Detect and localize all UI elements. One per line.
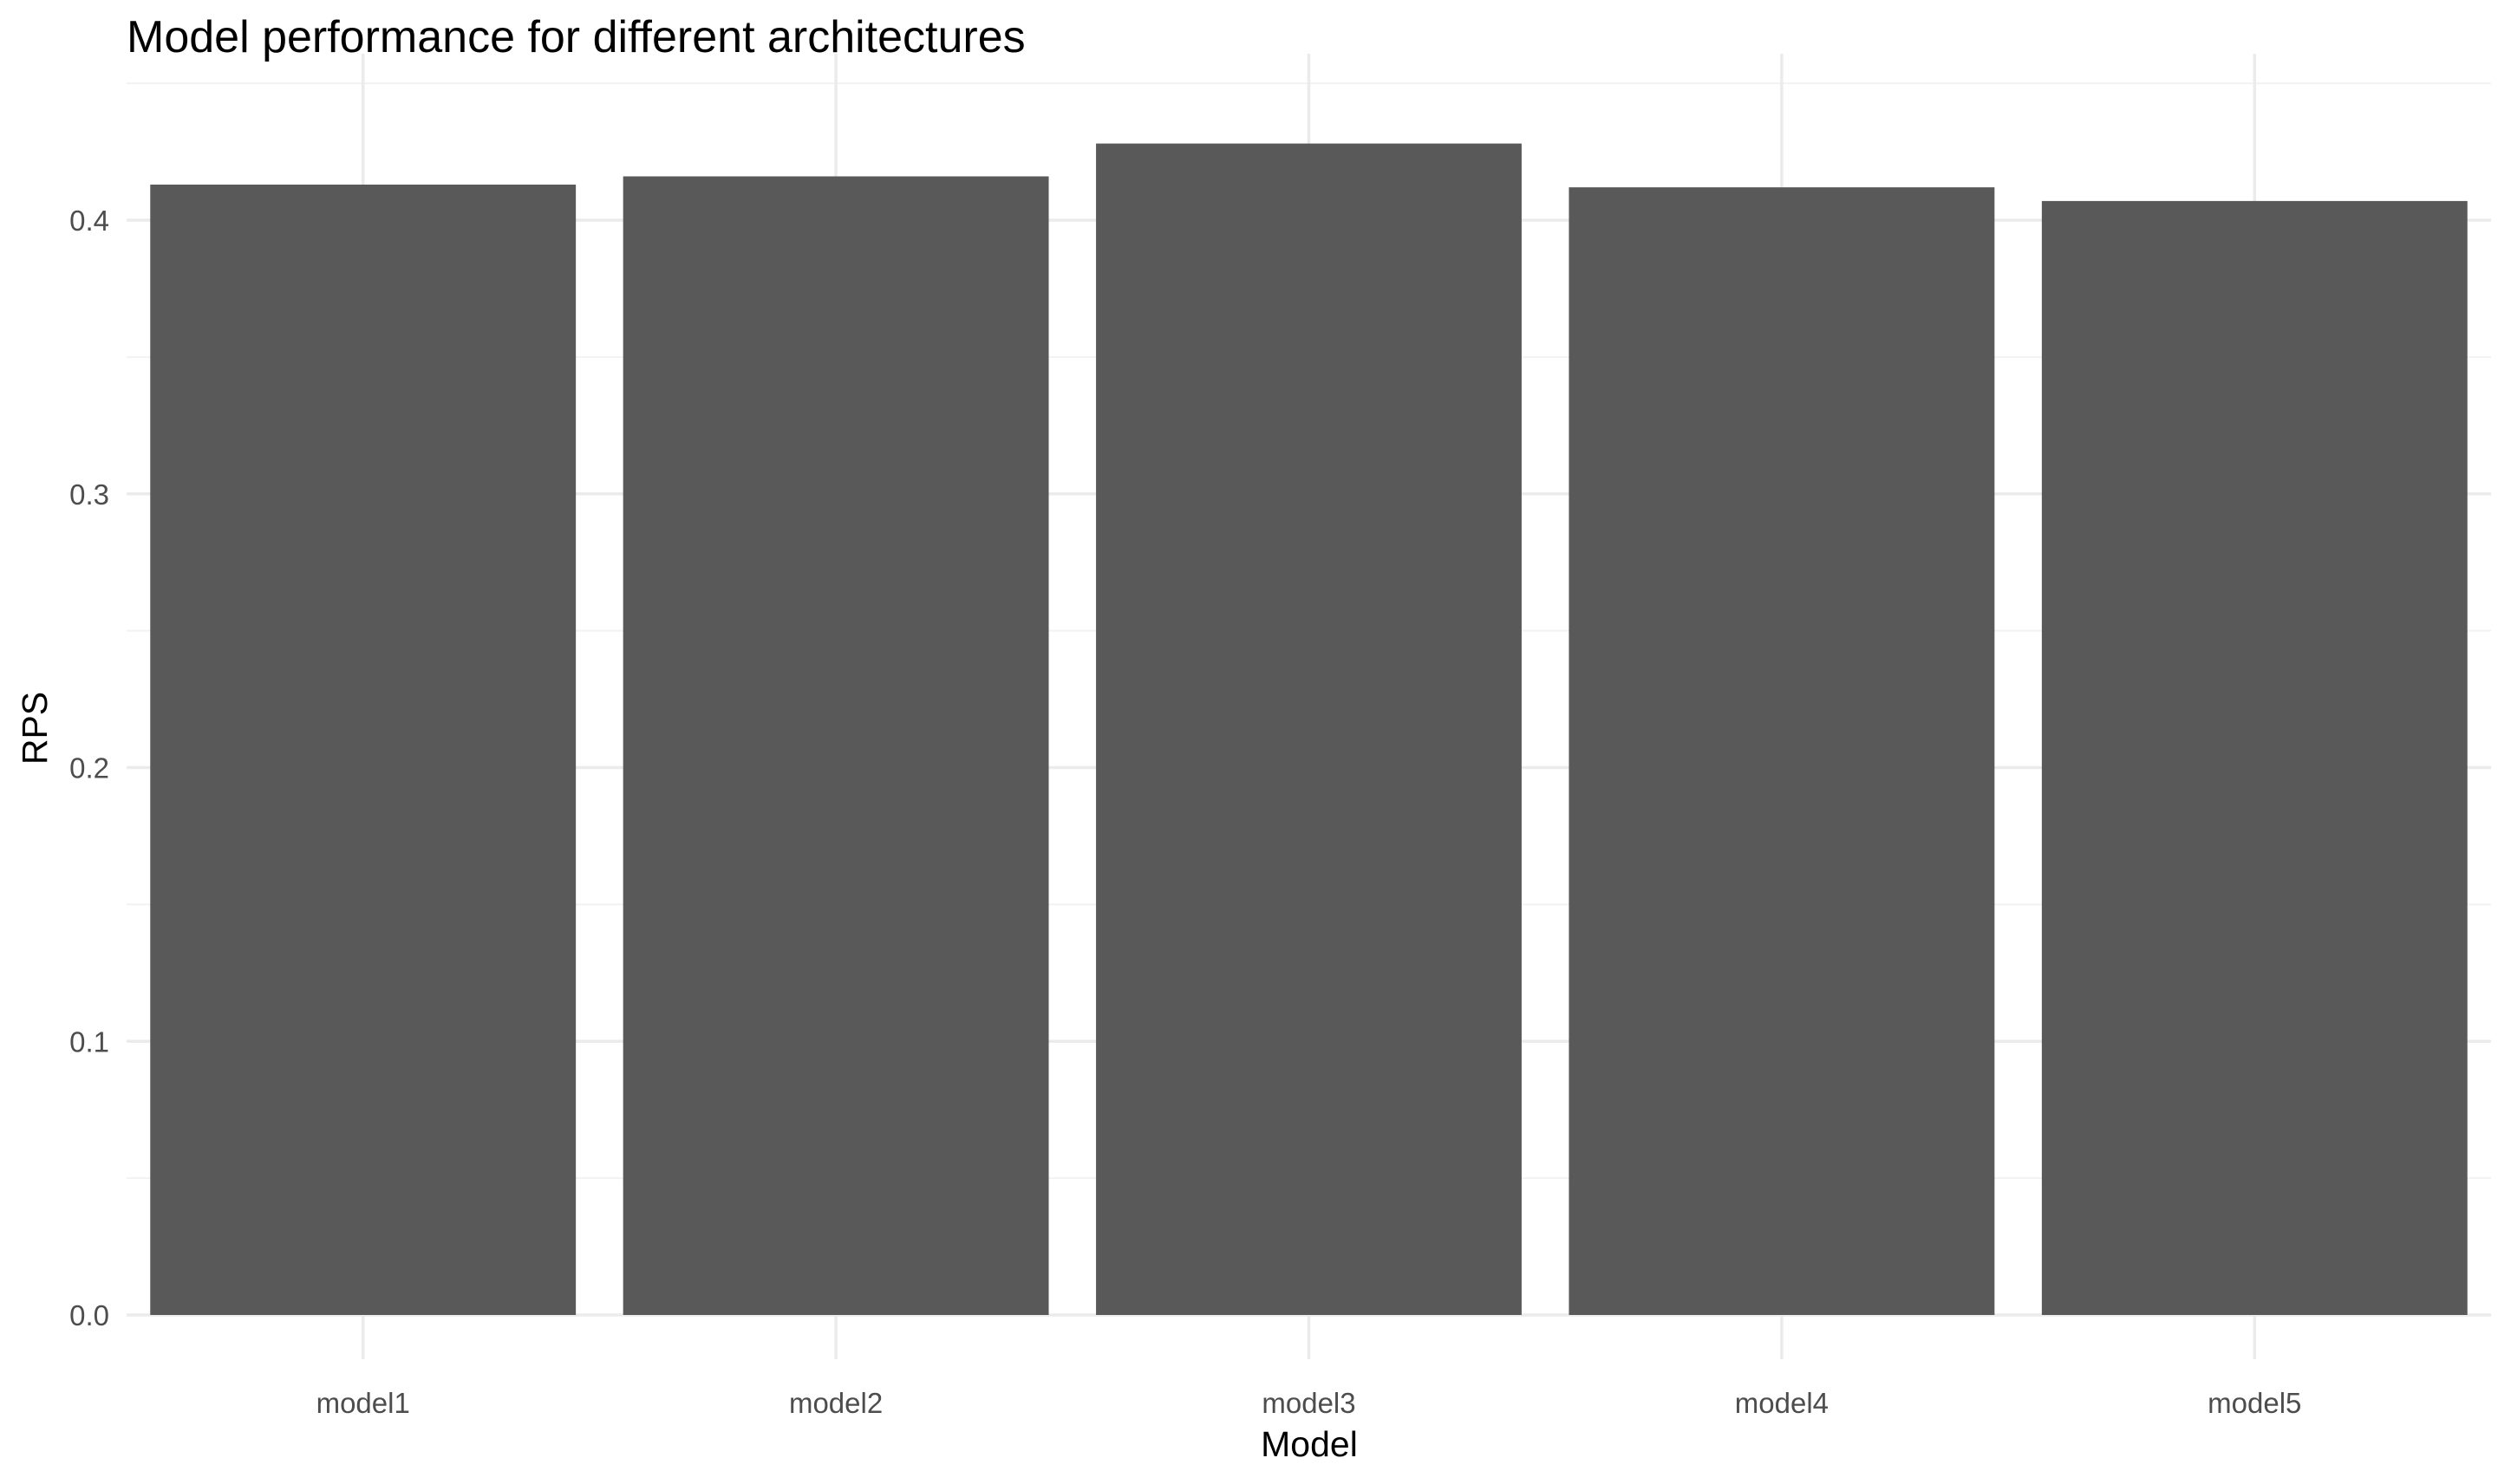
y-axis-ticks: 0.0 0.1 0.2 0.3 0.4 [69,205,109,1331]
y-axis-title: RPS [15,692,55,765]
y-tick-label: 0.3 [69,478,109,511]
x-tick-label: model1 [316,1387,410,1419]
bars [150,143,2468,1316]
chart-title: Model performance for different architec… [127,12,1026,62]
x-tick-label: model4 [1735,1387,1829,1419]
x-axis-title: Model [1261,1424,1358,1464]
y-tick-label: 0.1 [69,1025,109,1058]
x-tick-label: model3 [1262,1387,1355,1419]
y-tick-label: 0.2 [69,752,109,784]
bar-model5 [2041,200,2468,1316]
x-axis-ticks: model1 model2 model3 model4 model5 [316,1387,2302,1419]
bar-model3 [1096,143,1522,1316]
x-tick-label: model5 [2208,1387,2301,1419]
y-tick-label: 0.4 [69,205,109,237]
bar-model1 [150,184,577,1315]
x-tick-label: model2 [789,1387,883,1419]
bar-model2 [623,176,1049,1316]
bar-model4 [1569,187,1995,1316]
y-tick-label: 0.0 [69,1299,109,1331]
